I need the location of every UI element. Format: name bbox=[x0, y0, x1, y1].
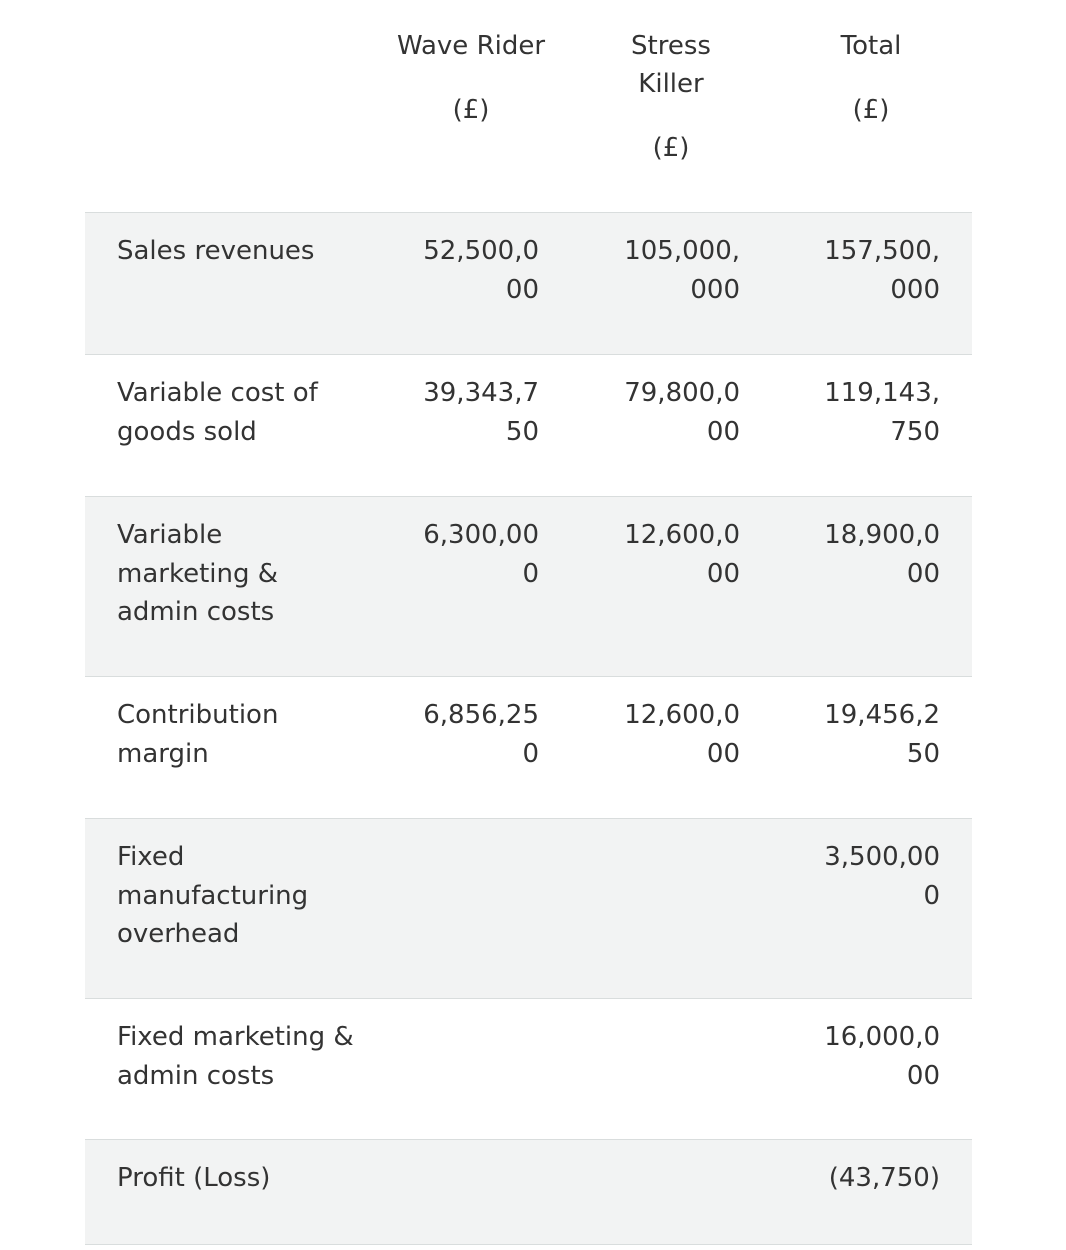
cell-wave-rider bbox=[407, 1140, 539, 1159]
cell-total: 157,500,000 bbox=[824, 236, 940, 305]
row-label: Variable marketing & admin costs bbox=[117, 520, 279, 627]
cell-total: 119,143,750 bbox=[824, 378, 940, 447]
cell-stress-killer bbox=[608, 999, 740, 1018]
cell-wave-rider bbox=[407, 819, 539, 838]
cell-stress-killer bbox=[608, 1140, 740, 1159]
cell-wave-rider: 39,343,750 bbox=[423, 378, 539, 447]
column-header-label: Stress bbox=[631, 31, 711, 61]
column-header-stress-killer: Stress Killer (£) bbox=[596, 27, 746, 167]
column-header-unit: (£) bbox=[452, 95, 490, 125]
table-row: Variable marketing & admin costs 6,300,0… bbox=[85, 497, 972, 677]
row-label: Variable cost of goods sold bbox=[117, 378, 318, 447]
column-header-label-line2: Killer bbox=[638, 69, 704, 99]
table-row: Profit (Loss) (43,750) bbox=[85, 1140, 972, 1245]
column-header-label: Total bbox=[840, 31, 902, 61]
cell-total: 18,900,000 bbox=[824, 520, 940, 589]
column-header-wave-rider: Wave Rider (£) bbox=[396, 27, 546, 129]
cell-stress-killer: 12,600,000 bbox=[624, 700, 740, 769]
cell-stress-killer: 12,600,000 bbox=[624, 520, 740, 589]
row-label: Sales revenues bbox=[117, 236, 315, 266]
row-label: Fixed marketing & admin costs bbox=[117, 1022, 354, 1091]
table-row: Variable cost of goods sold 39,343,750 7… bbox=[85, 355, 972, 497]
cell-wave-rider: 52,500,000 bbox=[423, 236, 539, 305]
row-label: Fixed manufacturing overhead bbox=[117, 842, 309, 949]
column-header-unit: (£) bbox=[652, 133, 690, 163]
column-header-unit: (£) bbox=[852, 95, 890, 125]
table-row: Fixed marketing & admin costs 16,000,000 bbox=[85, 999, 972, 1140]
table-row: Fixed manufacturing overhead 3,500,000 bbox=[85, 819, 972, 999]
column-header-label: Wave Rider bbox=[396, 31, 546, 61]
column-header-total: Total (£) bbox=[796, 27, 946, 129]
cell-wave-rider: 6,856,250 bbox=[423, 700, 539, 769]
row-label: Profit (Loss) bbox=[117, 1163, 271, 1193]
table-row: Sales revenues 52,500,000 105,000,000 15… bbox=[85, 213, 972, 355]
cell-wave-rider: 6,300,000 bbox=[423, 520, 539, 589]
cell-total: 19,456,250 bbox=[824, 700, 940, 769]
cell-wave-rider bbox=[407, 999, 539, 1018]
cell-total: (43,750) bbox=[828, 1163, 940, 1193]
cell-total: 3,500,000 bbox=[824, 842, 940, 911]
table-row: Contribution margin 6,856,250 12,600,000… bbox=[85, 677, 972, 819]
cell-total: 16,000,000 bbox=[824, 1022, 940, 1091]
cell-stress-killer: 105,000,000 bbox=[624, 236, 740, 305]
cell-stress-killer: 79,800,000 bbox=[624, 378, 740, 447]
row-label: Contribution margin bbox=[117, 700, 279, 769]
income-statement-table: Wave Rider (£) Stress Killer (£) Total (… bbox=[85, 0, 972, 1245]
table-header-row: Wave Rider (£) Stress Killer (£) Total (… bbox=[85, 0, 972, 213]
cell-stress-killer bbox=[608, 819, 740, 838]
